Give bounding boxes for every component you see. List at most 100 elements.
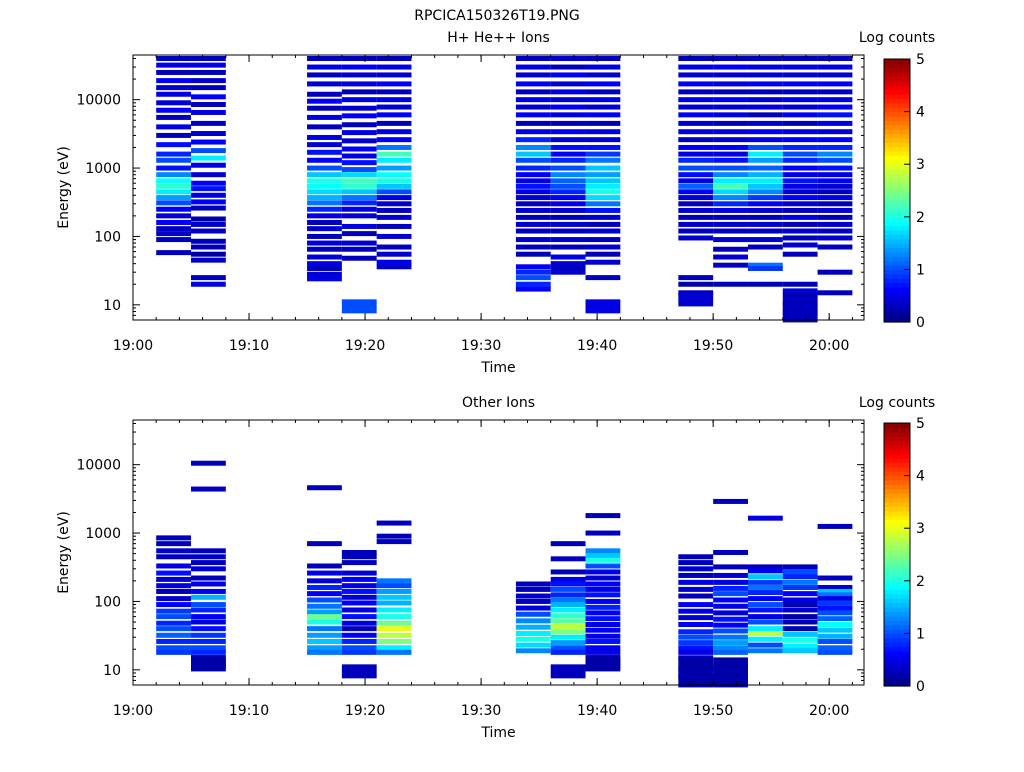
heatmap-cell [817,165,853,171]
heatmap-cell [713,172,748,178]
heatmap-cell [191,645,226,651]
heatmap-cell [515,112,551,118]
heatmap-cell [515,618,551,624]
heatmap-cell [678,151,714,157]
heatmap-cell [341,55,377,61]
heatmap-cell [678,129,714,135]
heatmap-cell [550,129,586,135]
colorbar-segment [884,545,910,551]
heatmap-cell [156,142,192,148]
heatmap-cell [376,533,412,539]
heatmap-cell [376,583,412,589]
heatmap-cell [376,259,412,265]
heatmap-cell [817,207,853,213]
heatmap-cell [817,596,853,602]
heatmap-cell [515,151,551,157]
heatmap-cell [782,619,818,625]
heatmap-cell [678,235,714,241]
heatmap-cell [713,645,748,651]
heatmap-cell [585,622,621,628]
heatmap-cell [817,129,853,135]
heatmap-cell [817,228,853,234]
heatmap-cell [515,251,551,257]
heatmap-cell [713,246,748,252]
x-tick-label: 19:30 [461,703,501,719]
heatmap-cell [156,219,192,225]
heatmap-cell [713,237,748,243]
heatmap-cell [341,570,377,576]
heatmap-cell [747,630,783,636]
heatmap-cell [782,81,818,87]
colorbar-segment [884,453,910,459]
colorbar-segment [884,89,910,95]
heatmap-cell [191,216,226,222]
heatmap-cell [550,97,586,103]
heatmap-cell [713,591,748,597]
heatmap-cell [307,609,342,615]
heatmap-cell [341,246,377,252]
heatmap-cell [376,233,412,239]
heatmap-cell [191,192,226,198]
heatmap-cell [550,664,586,679]
heatmap-cell [307,563,342,569]
heatmap-cell [713,195,748,201]
heatmap-cell [747,602,783,608]
heatmap-cell [585,645,621,651]
colorbar-segment [884,260,910,266]
heatmap-cell [550,556,586,562]
colorbar-segment [884,208,910,214]
heatmap-cell [341,167,377,173]
heatmap-cell [747,165,783,171]
heatmap-cell [747,221,783,227]
heatmap-cell [341,638,377,644]
heatmap-cell [550,72,586,78]
heatmap-cell [515,264,551,270]
colorbar-segment [884,94,910,100]
heatmap-cell [550,586,586,592]
heatmap-cell [156,124,192,130]
heatmap-cell [550,112,586,118]
heatmap-cell [341,620,377,626]
colorbar-segment [884,519,910,525]
heatmap-cell [678,275,714,281]
heatmap-cell [191,486,226,492]
heatmap-cell [376,626,412,632]
heatmap-cell [550,649,586,655]
colorbar-segment [884,256,910,262]
heatmap-cell [782,214,818,220]
heatmap-cell [782,288,818,294]
heatmap-cell [156,638,192,644]
heatmap-cell [515,228,551,234]
heatmap-cell [747,590,783,596]
colorbar-segment [884,159,910,165]
heatmap-cell [585,275,621,281]
heatmap-cell [713,597,748,603]
heatmap-cell [550,618,586,624]
heatmap-cell [341,97,377,103]
heatmap-cell [782,183,818,189]
heatmap-cell [515,165,551,171]
heatmap-cell [817,633,853,639]
heatmap-cell [341,255,377,261]
heatmap-cell [747,214,783,220]
heatmap-cell [817,201,853,207]
heatmap-cell [307,645,342,651]
heatmap-cell [515,237,551,243]
heatmap-cell [515,72,551,78]
heatmap-cell [817,151,853,157]
colorbar-frame [883,58,911,323]
colorbar-segment [884,172,910,178]
heatmap-cell [307,626,342,632]
heatmap-cell [747,201,783,207]
heatmap-cell [678,172,714,178]
heatmap-cell [156,91,192,97]
heatmap-cell [782,195,818,201]
heatmap-cell [817,137,853,143]
heatmap-cell [550,195,586,201]
heatmap-cell [307,233,342,239]
heatmap-cell [550,214,586,220]
heatmap-cell [678,189,714,195]
heatmap-cell [307,142,342,148]
heatmap-cell [585,627,621,633]
heatmap-cell [376,144,412,150]
